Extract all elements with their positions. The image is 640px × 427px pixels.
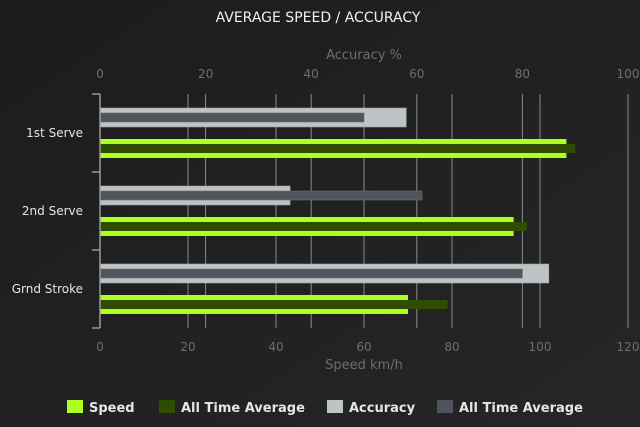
accuracy-tick-label: 40 (304, 67, 319, 81)
legend-label: Speed (89, 401, 135, 416)
legend-swatch (437, 400, 453, 413)
category-label: Grnd Stroke (12, 282, 83, 296)
legend-item[interactable]: All Time Average (159, 400, 305, 416)
speed-tick-label: 100 (529, 340, 552, 354)
legend-label: All Time Average (181, 401, 305, 416)
speed-average-bar (100, 222, 527, 231)
accuracy-tick-label: 0 (96, 67, 104, 81)
accuracy-tick-label: 20 (198, 67, 213, 81)
category-label: 1st Serve (26, 126, 83, 140)
legend-swatch (159, 400, 175, 413)
speed-tick-label: 60 (356, 340, 371, 354)
legend-swatch (327, 400, 343, 413)
speed-average-bar (100, 300, 448, 309)
speed-average-bar (100, 144, 576, 153)
speed-tick-label: 80 (444, 340, 459, 354)
top-axis-label: Accuracy % (326, 48, 402, 63)
accuracy-tick-label: 100 (617, 67, 640, 81)
accuracy-tick-label: 60 (409, 67, 424, 81)
speed-tick-label: 20 (180, 340, 195, 354)
speed-tick-label: 0 (96, 340, 104, 354)
bottom-axis-label: Speed km/h (325, 358, 403, 373)
speed-tick-label: 120 (617, 340, 640, 354)
legend-item[interactable]: All Time Average (437, 400, 583, 416)
accuracy-average-bar (99, 190, 423, 201)
speed-tick-label: 40 (268, 340, 283, 354)
category-label: 2nd Serve (22, 204, 83, 218)
legend-label: All Time Average (459, 401, 583, 416)
accuracy-average-bar (99, 268, 523, 279)
legend-swatch (67, 400, 83, 413)
accuracy-average-bar (99, 112, 365, 123)
legend-label: Accuracy (349, 401, 416, 416)
chart-title: AVERAGE SPEED / ACCURACY (216, 10, 421, 26)
legend-item[interactable]: Accuracy (327, 400, 416, 416)
legend-item[interactable]: Speed (67, 400, 135, 416)
accuracy-tick-label: 80 (515, 67, 530, 81)
